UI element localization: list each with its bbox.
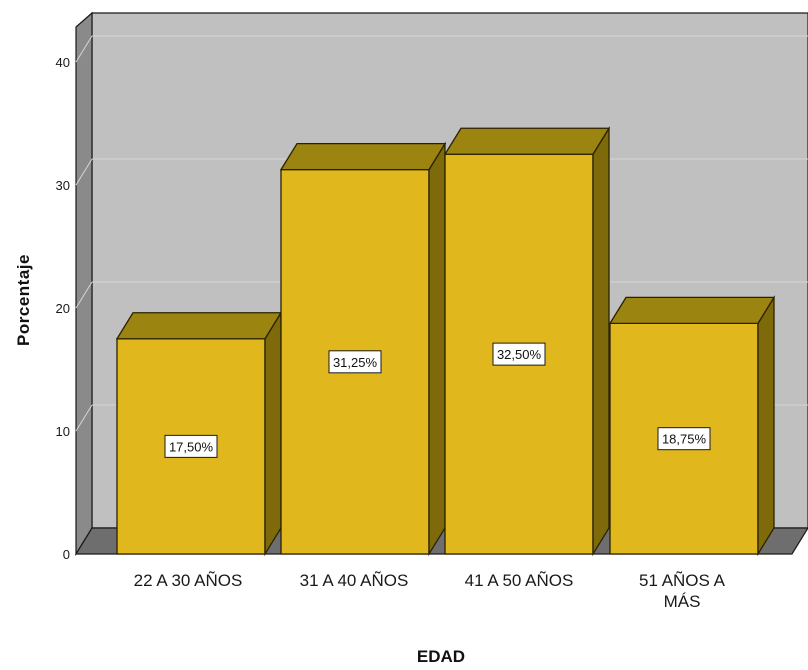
bar-top xyxy=(608,296,776,325)
bar-group: 17,50% xyxy=(115,310,283,557)
y-tick-label: 10 xyxy=(56,424,70,439)
bar-group: 18,75% xyxy=(608,295,776,557)
data-label: 17,50% xyxy=(169,439,214,454)
bar-group: 32,50% xyxy=(443,125,611,557)
y-axis-title: Porcentaje xyxy=(14,254,33,346)
side-wall xyxy=(75,11,93,557)
data-label-box xyxy=(328,350,382,374)
y-tick-label: 30 xyxy=(56,178,70,193)
gridline-side xyxy=(75,404,93,432)
x-category-label: 31 A 40 AÑOS xyxy=(300,571,409,590)
data-label: 18,75% xyxy=(662,432,707,447)
bar-side xyxy=(264,310,282,557)
bar-top xyxy=(115,312,283,340)
x-category-label: 22 A 30 AÑOS xyxy=(134,571,243,590)
y-tick-label: 20 xyxy=(56,301,70,316)
bar-top xyxy=(443,127,611,155)
bar-side xyxy=(428,141,446,557)
x-category-label-line2: MÁS xyxy=(664,592,701,611)
gridline-side xyxy=(75,35,93,63)
y-tick-label: 0 xyxy=(63,547,70,562)
x-category-label: 51 AÑOS A xyxy=(639,571,726,590)
bar-group: 31,25% xyxy=(279,141,447,557)
x-axis-categories: 22 A 30 AÑOS 31 A 40 AÑOS 41 A 50 AÑOS 51 A… xyxy=(134,571,726,611)
x-category-label: 41 A 50 AÑOS xyxy=(465,571,574,590)
y-tick-label: 40 xyxy=(56,55,70,70)
data-label: 31,25% xyxy=(333,355,378,370)
data-label-box xyxy=(657,427,711,451)
data-label: 32,50% xyxy=(497,347,542,362)
y-axis-ticks: 0 10 20 30 40 xyxy=(56,55,70,562)
data-label-box xyxy=(492,342,546,366)
bar-side xyxy=(592,125,610,557)
x-axis-title: EDAD xyxy=(417,647,465,666)
bars: 17,50% 31,25% 32,50% 18,75% xyxy=(115,125,776,557)
data-label-box xyxy=(164,434,218,458)
bar-side xyxy=(757,295,775,557)
bar-top xyxy=(279,142,447,171)
gridline-side xyxy=(75,281,93,309)
gridline-side xyxy=(75,158,93,186)
